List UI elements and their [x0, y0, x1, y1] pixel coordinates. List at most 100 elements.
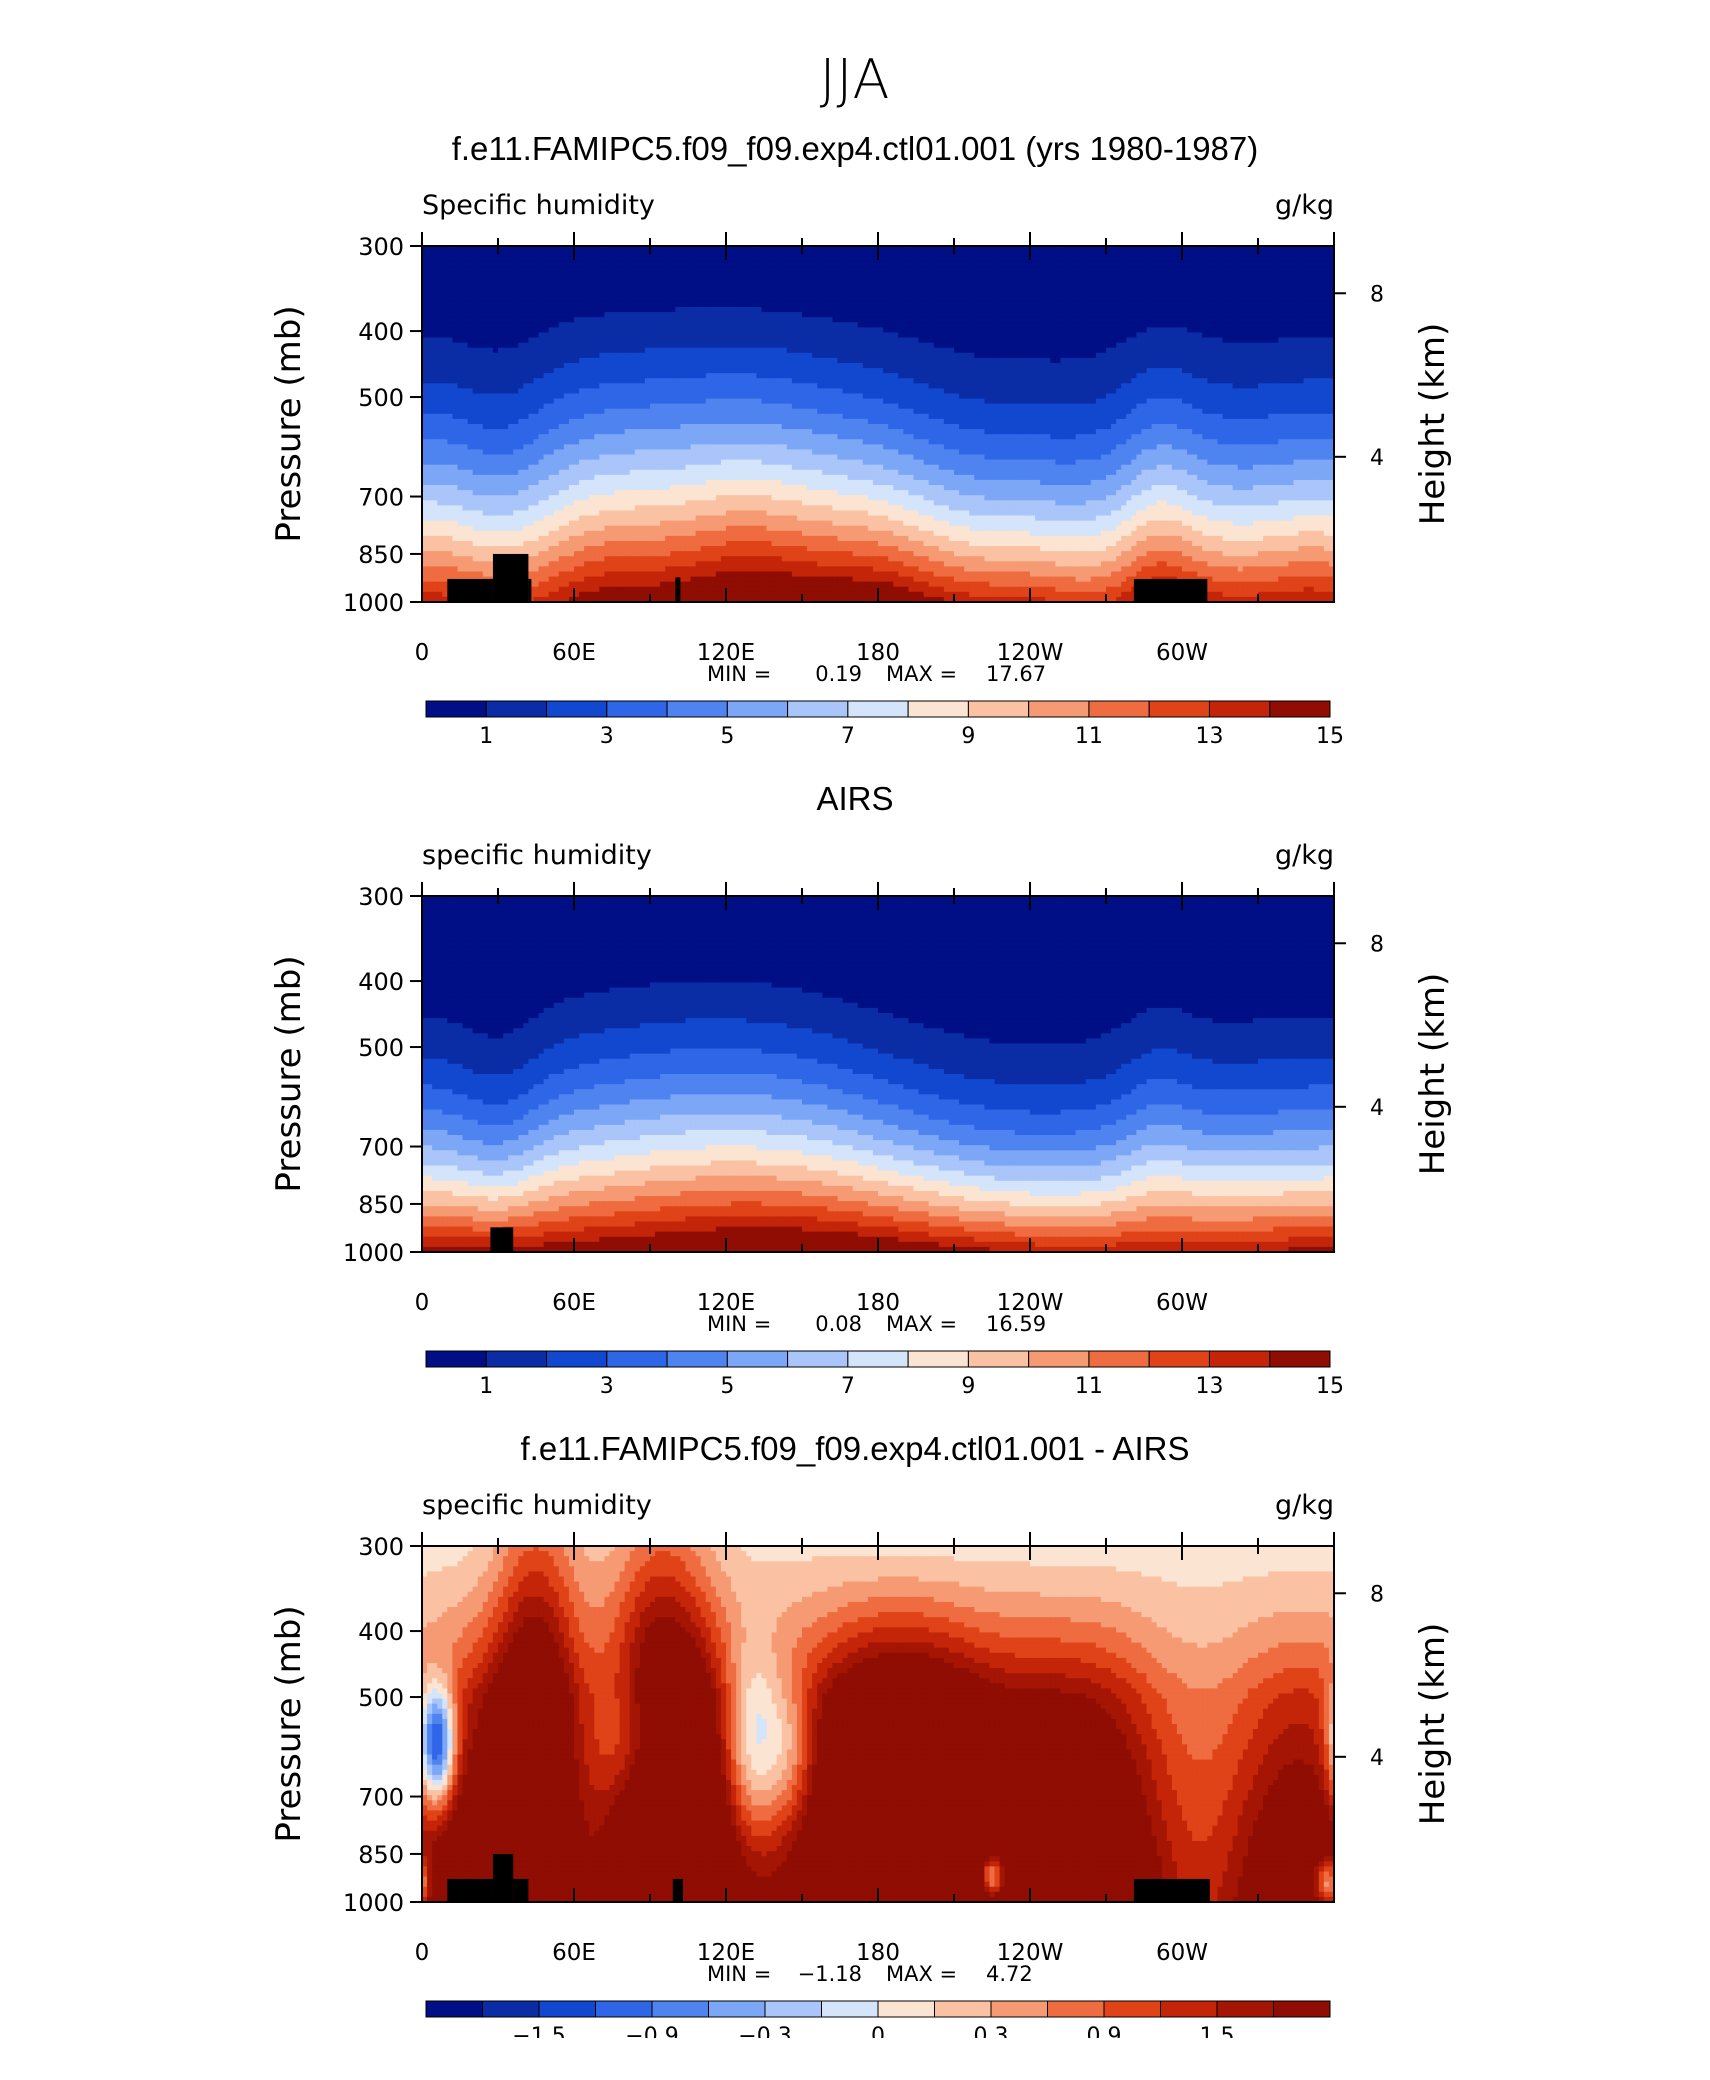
field-cell	[715, 296, 722, 303]
field-cell	[1187, 337, 1193, 344]
field-cell	[979, 301, 985, 308]
field-cell	[1136, 261, 1143, 267]
field-cell	[1085, 337, 1092, 344]
field-cell	[736, 337, 742, 344]
field-cell	[903, 352, 909, 359]
field-cell	[832, 337, 839, 344]
field-cell	[1212, 368, 1219, 374]
field-cell	[746, 246, 752, 252]
field-cell	[959, 357, 965, 364]
field-cell	[761, 337, 768, 344]
field-cell	[1217, 337, 1224, 344]
field-cell	[938, 312, 945, 318]
field-cell	[1308, 378, 1315, 384]
field-cell	[604, 307, 611, 313]
field-cell	[1004, 266, 1011, 273]
field-cell	[954, 332, 960, 339]
field-cell	[1004, 276, 1011, 283]
field-cell	[822, 246, 828, 252]
field-cell	[543, 296, 550, 303]
field-cell	[1055, 347, 1061, 354]
field-cell	[624, 307, 631, 313]
field-cell	[655, 383, 661, 389]
field-cell	[1227, 246, 1234, 252]
field-cell	[675, 352, 681, 359]
field-cell	[878, 301, 884, 308]
field-cell	[609, 373, 616, 379]
field-cell	[1121, 281, 1127, 288]
field-cell	[1268, 291, 1274, 298]
field-cell	[523, 312, 529, 318]
field-cell	[852, 291, 859, 298]
field-cell	[634, 352, 641, 359]
field-cell	[878, 266, 884, 273]
field-cell	[1258, 322, 1264, 328]
field-cell	[492, 337, 499, 344]
field-cell	[675, 373, 681, 379]
field-cell	[437, 286, 443, 293]
field-cell	[1237, 337, 1244, 344]
field-cell	[650, 347, 656, 354]
field-cell	[731, 296, 737, 303]
field-cell	[791, 317, 798, 323]
field-cell	[1222, 246, 1229, 252]
field-cell	[1283, 347, 1289, 354]
field-cell	[1090, 322, 1097, 328]
field-cell	[1050, 276, 1056, 283]
field-cell	[1283, 307, 1289, 313]
field-cell	[1323, 352, 1330, 359]
field-cell	[650, 368, 656, 374]
field-cell	[761, 383, 768, 389]
field-cell	[482, 261, 489, 267]
field-cell	[1100, 337, 1107, 344]
field-cell	[726, 342, 732, 349]
field-cell	[802, 322, 808, 328]
field-cell	[1192, 286, 1198, 293]
field-cell	[482, 251, 489, 257]
field-cell	[447, 322, 453, 328]
field-cell	[989, 307, 996, 313]
field-cell	[913, 261, 920, 267]
field-cell	[1136, 256, 1143, 262]
field-cell	[736, 246, 742, 252]
field-cell	[807, 286, 813, 293]
field-cell	[422, 286, 428, 293]
field-cell	[568, 383, 575, 389]
field-cell	[913, 251, 920, 257]
field-cell	[558, 373, 565, 379]
field-cell	[741, 332, 747, 339]
field-cell	[660, 332, 666, 339]
field-cell	[1227, 256, 1234, 262]
field-cell	[842, 347, 849, 354]
field-cell	[756, 261, 763, 267]
field-cell	[837, 347, 844, 354]
field-cell	[705, 327, 712, 334]
field-cell	[1232, 301, 1239, 308]
field-cell	[1070, 256, 1077, 262]
field-cell	[619, 307, 626, 313]
field-cell	[705, 286, 712, 293]
field-cell	[1182, 291, 1188, 298]
field-cell	[1024, 383, 1031, 389]
field-cell	[741, 256, 747, 262]
field-cell	[482, 357, 489, 364]
field-cell	[705, 317, 712, 323]
field-cell	[614, 347, 621, 354]
field-cell	[1055, 246, 1061, 252]
field-cell	[695, 368, 702, 374]
field-cell	[999, 383, 1006, 389]
field-cell	[802, 296, 808, 303]
field-cell	[994, 281, 1001, 288]
field-cell	[959, 271, 965, 278]
field-cell	[1187, 261, 1193, 267]
field-cell	[837, 373, 844, 379]
field-cell	[665, 301, 671, 308]
field-cell	[898, 276, 904, 283]
field-cell	[1202, 322, 1208, 328]
field-cell	[609, 312, 616, 318]
field-cell	[644, 352, 651, 359]
field-cell	[1146, 246, 1153, 252]
field-cell	[619, 362, 626, 369]
field-cell	[442, 342, 448, 349]
field-cell	[1050, 312, 1056, 318]
